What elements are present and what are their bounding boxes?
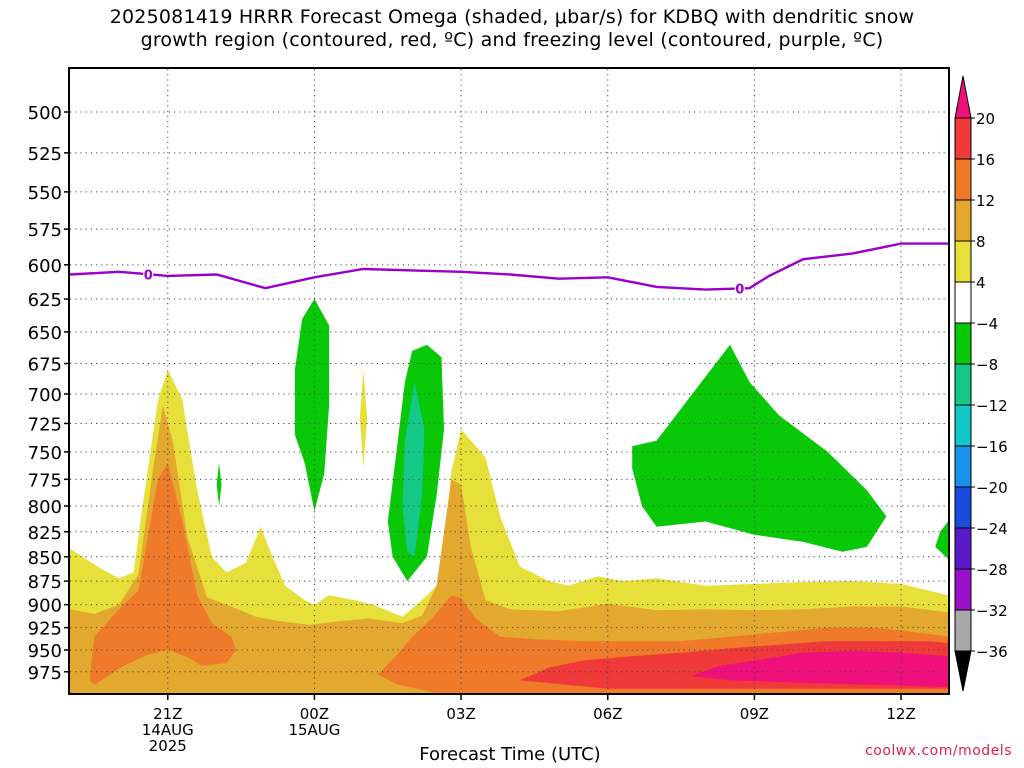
title-line-1: 2025081419 HRRR Forecast Omega (shaded, … [109,6,915,28]
omega-pos-20 [690,650,948,688]
y-tick-label-550: 550 [28,183,62,204]
colorbar: 20 16 12 8 4 −4 −8 −12 −16 −20 −24 −28 −32 −36 [954,75,1008,692]
colorbar-swatch-13 [954,609,972,652]
y-tick-label-975: 975 [28,663,62,684]
colorbar-label-3: 8 [976,233,986,251]
freezing-level-layer: 00 [69,242,948,298]
colorbar-label-13: −36 [976,643,1008,661]
grid-layer [70,69,948,693]
freezing-level-label-1: 0 [735,283,744,298]
omega-neg-4-a [294,299,330,512]
colorbar-label-0: 20 [976,110,995,128]
y-tick-label-525: 525 [28,144,62,165]
colorbar-swatch-11 [954,527,972,570]
colorbar-top-arrow [954,75,972,119]
credit-link[interactable]: coolwx.com/models [865,743,1012,759]
colorbar-swatch-3 [954,199,972,242]
y-tick-label-750: 750 [28,443,62,464]
omega-neg-4-c [632,344,887,552]
omega-neg-4-e [216,463,222,506]
colorbar-swatch-2 [954,158,972,201]
colorbar-label-6: −8 [976,356,998,374]
colorbar-swatch-9 [954,445,972,488]
colorbar-label-12: −32 [976,602,1008,620]
colorbar-swatch-8 [954,404,972,447]
omega-shading-layer [70,299,948,693]
colorbar-swatch-10 [954,486,972,529]
y-tick-label-575: 575 [28,220,62,241]
chart-title: 2025081419 HRRR Forecast Omega (shaded, … [0,6,1024,52]
colorbar-bottom-arrow [954,650,972,692]
x-tick-label-36-0: 12Z [886,705,915,723]
colorbar-label-7: −12 [976,397,1008,415]
colorbar-label-4: 4 [976,274,986,292]
y-tick-label-500: 500 [28,103,62,124]
y-tick-label-950: 950 [28,641,62,662]
y-axis: 500 525 550 575 600 625 650 675 700 725 750 775 800 8… [28,103,70,684]
x-tick-label-27-0: 03Z [446,705,475,723]
y-tick-label-725: 725 [28,414,62,435]
y-tick-label-925: 925 [28,619,62,640]
colorbar-swatch-6 [954,322,972,365]
x-tick-label-21-0: 21Z [153,705,182,723]
x-tick-label-24-1: 15AUG [288,721,340,739]
freezing-level-label-0: 0 [144,268,153,283]
colorbar-swatch-5 [954,281,972,324]
y-tick-label-625: 625 [28,290,62,311]
colorbar-swatch-1 [954,117,972,160]
y-tick-label-700: 700 [28,385,62,406]
y-tick-label-775: 775 [28,470,62,491]
x-tick-label-24-0: 00Z [300,705,329,723]
colorbar-label-8: −16 [976,438,1008,456]
y-tick-label-800: 800 [28,497,62,518]
colorbar-label-10: −24 [976,520,1008,538]
omega-neg-4-d [935,521,948,559]
omega-pos-8 [70,405,948,693]
omega-pos-12 [89,463,237,685]
y-tick-label-675: 675 [28,355,62,376]
colorbar-swatch-7 [954,363,972,406]
freezing-label-bg-1 [734,281,745,296]
freezing-label-bg-0 [143,267,154,282]
x-tick-label-21-2: 2025 [149,737,187,755]
x-tick-label-21-1: 14AUG [142,721,194,739]
freezing-level-line [69,242,948,291]
colorbar-swatch-4 [954,240,972,283]
title-line-2: growth region (contoured, red, ºC) and f… [140,29,884,51]
omega-pos-4-sliver [359,369,368,469]
colorbar-label-5: −4 [976,315,998,333]
y-tick-label-600: 600 [28,256,62,277]
y-tick-label-850: 850 [28,548,62,569]
x-tick-label-30-0: 06Z [593,705,622,723]
x-tick-label-33-0: 09Z [740,705,769,723]
colorbar-label-9: −20 [976,479,1008,497]
colorbar-swatch-12 [954,568,972,611]
y-tick-label-825: 825 [28,523,62,544]
plot-frame [68,67,950,695]
y-tick-label-900: 900 [28,596,62,617]
colorbar-label-2: 12 [976,192,995,210]
x-axis-label: Forecast Time (UTC) [419,744,601,765]
y-tick-label-650: 650 [28,323,62,344]
colorbar-label-11: −28 [976,561,1008,579]
y-tick-label-875: 875 [28,572,62,593]
colorbar-label-1: 16 [976,151,995,169]
omega-neg-8 [402,382,425,557]
